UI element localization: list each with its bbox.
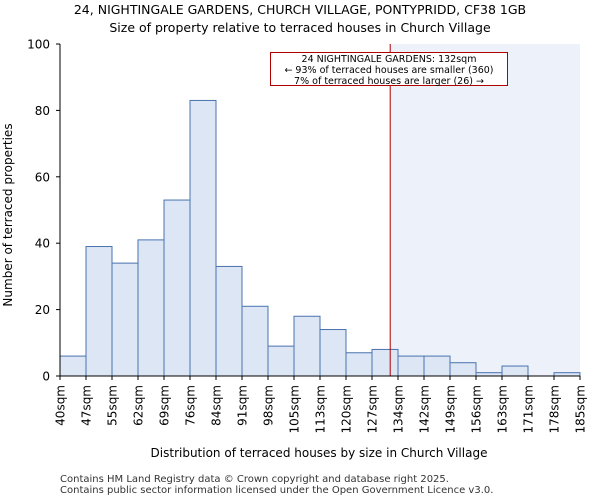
bar-62sqm [137, 239, 165, 377]
bar-113sqm [319, 329, 347, 377]
x-tick-label-134sqm: 134sqm [392, 385, 406, 433]
footer-copyright: Contains HM Land Registry data © Crown c… [60, 474, 449, 485]
x-tick-label-113sqm: 113sqm [314, 385, 328, 433]
x-axis-label: Distribution of terraced houses by size … [151, 446, 488, 460]
bar-55sqm [111, 262, 139, 377]
x-tick-label-62sqm: 62sqm [132, 385, 146, 426]
chart-title-line2: Size of property relative to terraced ho… [109, 20, 491, 35]
x-tick-label-120sqm: 120sqm [340, 385, 354, 433]
larger-properties-region [390, 44, 580, 376]
bar-47sqm [85, 246, 113, 377]
y-tick-label-60: 60 [35, 170, 50, 184]
x-tick-label-185sqm: 185sqm [574, 385, 588, 433]
bar-105sqm [293, 315, 321, 377]
x-tick-label-149sqm: 149sqm [444, 385, 458, 433]
y-tick-label-0: 0 [42, 370, 50, 384]
y-tick-label-80: 80 [35, 104, 50, 118]
y-tick-label-100: 100 [27, 38, 50, 52]
x-tick-label-171sqm: 171sqm [522, 385, 536, 433]
bar-127sqm [371, 348, 399, 377]
bar-40sqm [59, 355, 87, 377]
x-tick-label-55sqm: 55sqm [106, 385, 120, 426]
bar-149sqm [449, 362, 477, 377]
bar-134sqm [397, 355, 425, 377]
footer-licence: Contains public sector information licen… [60, 485, 494, 496]
bar-69sqm [163, 199, 191, 377]
x-tick-label-47sqm: 47sqm [80, 385, 94, 426]
bar-120sqm [345, 352, 373, 377]
x-tick-label-69sqm: 69sqm [158, 385, 172, 426]
x-tick-label-127sqm: 127sqm [366, 385, 380, 433]
x-tick-label-76sqm: 76sqm [184, 385, 198, 426]
annotation-line3: 7% of terraced houses are larger (26) → [294, 76, 484, 87]
y-axis-label: Number of terraced properties [1, 123, 15, 306]
y-tick-label-20: 20 [35, 303, 50, 317]
x-tick-label-105sqm: 105sqm [288, 385, 302, 433]
bar-163sqm [501, 365, 529, 377]
x-tick-label-156sqm: 156sqm [470, 385, 484, 433]
x-tick-label-84sqm: 84sqm [210, 385, 224, 426]
x-tick-label-163sqm: 163sqm [496, 385, 510, 433]
chart-title-line1: 24, NIGHTINGALE GARDENS, CHURCH VILLAGE,… [73, 2, 527, 17]
x-tick-label-98sqm: 98sqm [262, 385, 276, 426]
x-tick-label-91sqm: 91sqm [236, 385, 250, 426]
x-tick-label-178sqm: 178sqm [548, 385, 562, 433]
annotation-line2: ← 93% of terraced houses are smaller (36… [284, 65, 494, 76]
bar-91sqm [241, 305, 269, 377]
property-annotation-box: 24 NIGHTINGALE GARDENS: 132sqm ← 93% of … [270, 52, 508, 87]
bar-84sqm [215, 265, 243, 377]
bar-76sqm [189, 99, 217, 377]
annotation-line1: 24 NIGHTINGALE GARDENS: 132sqm [301, 54, 477, 65]
bar-98sqm [267, 345, 295, 377]
x-tick-label-142sqm: 142sqm [418, 385, 432, 433]
bar-142sqm [423, 355, 451, 377]
x-tick-label-40sqm: 40sqm [54, 385, 68, 426]
y-tick-label-40: 40 [35, 237, 50, 251]
